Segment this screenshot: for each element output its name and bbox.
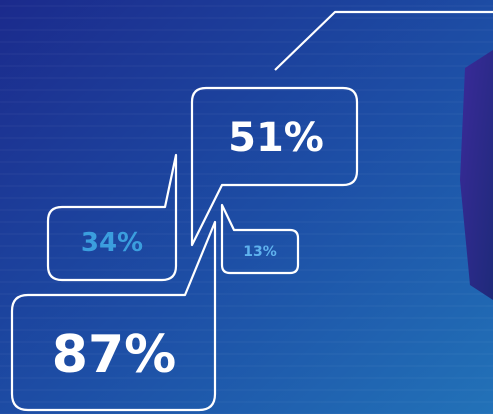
shape xyxy=(460,50,493,300)
bubble-label: 13% xyxy=(243,244,277,260)
connector-line xyxy=(274,10,493,71)
bubble-outline xyxy=(190,86,359,247)
bubble-label: 51% xyxy=(228,115,324,161)
bubble-outline xyxy=(46,153,178,282)
bubble-outline xyxy=(220,203,300,275)
bubble-label: 34% xyxy=(81,228,143,258)
bubble-outline xyxy=(10,220,217,412)
bubble-label: 87% xyxy=(52,325,176,385)
